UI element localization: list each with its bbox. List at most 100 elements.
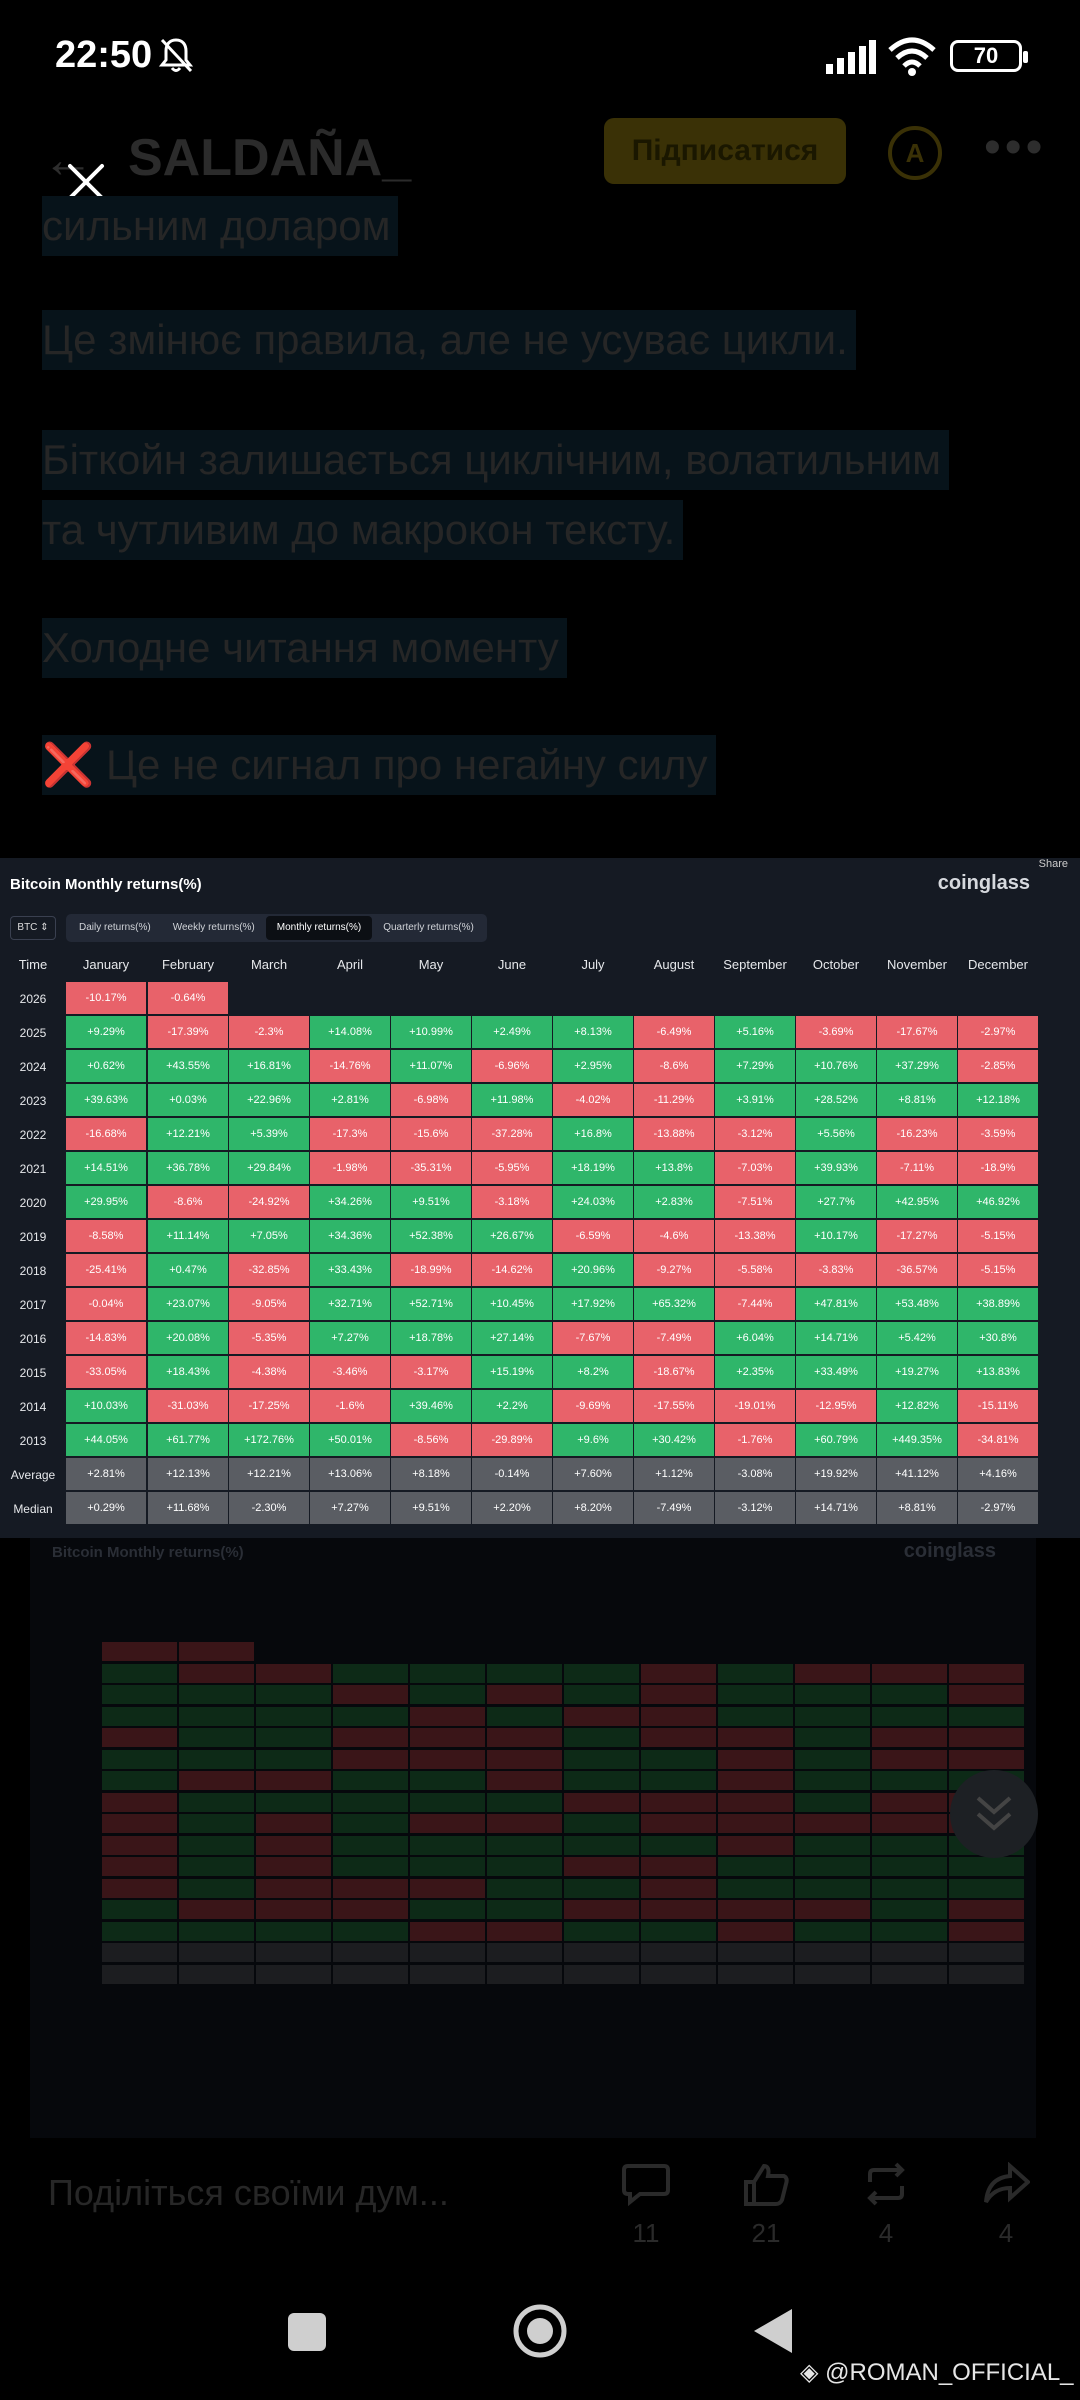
return-cell: +29.95% <box>66 1186 146 1218</box>
table-row: 2015 -33.05% +18.43% -4.38% -3.46% -3.17% +15.… <box>0 1356 1080 1390</box>
article-line: Це змінює правила, але не усуває цикли. <box>42 310 856 370</box>
faded-cell <box>256 1706 331 1726</box>
header-row: Time January February March April May June July… <box>0 950 1080 980</box>
coinglass-logo: coinglass <box>937 872 1030 894</box>
faded-row <box>102 1943 1030 1963</box>
faded-cell <box>410 1835 485 1855</box>
faded-cell <box>564 1685 639 1704</box>
return-cell: -8.56% <box>391 1424 471 1456</box>
faded-cell <box>872 1706 947 1726</box>
faded-cell <box>872 1685 947 1704</box>
faded-cell <box>333 1814 408 1833</box>
return-cell: +5.16% <box>715 1016 795 1048</box>
asset-select[interactable]: BTC ⇕ <box>10 916 56 940</box>
return-cell: +17.92% <box>553 1288 633 1320</box>
faded-row <box>102 1921 1030 1942</box>
return-cell: +11.14% <box>148 1220 228 1252</box>
share-label[interactable]: Share <box>1038 858 1068 870</box>
table-row: 2021 +14.51% +36.78% +29.84% -1.98% -35.31% -5… <box>0 1152 1080 1186</box>
return-cell: +34.26% <box>310 1186 390 1218</box>
faded-cell <box>410 1857 485 1876</box>
faded-cell <box>641 1878 716 1898</box>
column-header: July <box>581 957 605 972</box>
comment-button[interactable]: 11 <box>606 2162 686 2249</box>
return-cell: +3.91% <box>715 1084 795 1116</box>
faded-cell <box>949 1749 1024 1769</box>
row-label: 2020 <box>19 1196 47 1210</box>
faded-cell <box>102 1964 177 1984</box>
faded-cell <box>179 1642 254 1661</box>
faded-cell <box>949 1728 1024 1747</box>
faded-cell <box>872 1900 947 1919</box>
faded-cell <box>410 1921 485 1941</box>
more-options-icon[interactable]: ••• <box>984 121 1047 174</box>
faded-cell <box>872 1814 947 1833</box>
return-cell: +22.96% <box>229 1084 309 1116</box>
return-cell: -17.25% <box>229 1390 309 1422</box>
return-cell: +39.63% <box>66 1084 146 1116</box>
faded-cell <box>795 1921 870 1941</box>
return-cell: -16.68% <box>66 1118 146 1150</box>
tab-weekly[interactable]: Weekly returns(%) <box>172 922 255 933</box>
home-button[interactable] <box>512 2303 568 2359</box>
tab-daily[interactable]: Daily returns(%) <box>79 922 151 933</box>
return-cell: +12.21% <box>229 1458 309 1490</box>
faded-cell <box>179 1663 254 1683</box>
return-cell: +50.01% <box>310 1424 390 1456</box>
tab-monthly[interactable]: Monthly returns(%) <box>265 916 373 940</box>
comment-input[interactable]: Поділіться своїми дум... <box>48 2172 449 2213</box>
tab-quarterly[interactable]: Quarterly returns(%) <box>383 922 474 933</box>
faded-cell <box>564 1878 639 1898</box>
return-cell: -6.49% <box>634 1016 714 1048</box>
return-cell: +7.27% <box>310 1322 390 1354</box>
return-cell: -34.81% <box>958 1424 1038 1456</box>
column-header: April <box>336 957 363 972</box>
article-line: та чутливим до макрокон тексту. <box>42 500 684 560</box>
faded-cell <box>333 1728 408 1747</box>
author-name[interactable]: SALDAÑA_ <box>128 129 412 187</box>
return-cell: -17.67% <box>877 1016 957 1048</box>
back-button[interactable] <box>752 2307 794 2355</box>
return-cell: -1.6% <box>310 1390 390 1422</box>
return-cell: -5.15% <box>958 1254 1038 1286</box>
faded-cell <box>487 1685 562 1704</box>
faded-cell <box>949 1943 1024 1962</box>
return-cell: -3.17% <box>391 1356 471 1388</box>
translate-icon[interactable]: A <box>888 126 942 180</box>
like-button[interactable]: 21 <box>726 2162 806 2249</box>
faded-cell <box>795 1814 870 1833</box>
faded-cell <box>102 1685 177 1704</box>
return-cell: +0.62% <box>66 1050 146 1082</box>
return-cell: -3.12% <box>715 1118 795 1150</box>
faded-cell <box>410 1685 485 1704</box>
faded-cell <box>872 1964 947 1984</box>
faded-row <box>102 1642 1030 1662</box>
like-count: 21 <box>751 2218 781 2248</box>
faded-cell <box>718 1900 793 1919</box>
return-cell: +27.14% <box>472 1322 552 1354</box>
return-cell: +23.07% <box>148 1288 228 1320</box>
table-row: 2024 +0.62% +43.55% +16.81% -14.76% +11.07% -6… <box>0 1050 1080 1084</box>
faded-cell <box>718 1921 793 1941</box>
faded-cell <box>641 1964 716 1984</box>
return-cell: -3.18% <box>472 1186 552 1218</box>
faded-cell <box>256 1900 331 1919</box>
return-cell: +33.49% <box>796 1356 876 1388</box>
row-label: 2022 <box>19 1128 47 1142</box>
share-button[interactable]: 4 <box>966 2162 1046 2249</box>
column-header: January <box>82 957 130 972</box>
recent-apps-button[interactable] <box>288 2313 326 2351</box>
return-cell: -6.98% <box>391 1084 471 1116</box>
repost-button[interactable]: 4 <box>846 2162 926 2249</box>
faded-cell <box>102 1663 177 1683</box>
scroll-down-button[interactable] <box>950 1770 1038 1858</box>
close-icon[interactable] <box>62 158 110 206</box>
return-cell: +4.16% <box>958 1458 1038 1490</box>
return-cell: +16.8% <box>553 1118 633 1150</box>
return-cell: +2.20% <box>472 1492 552 1524</box>
return-cell: +30.8% <box>958 1322 1038 1354</box>
column-header: Time <box>18 957 48 972</box>
subscribe-button[interactable]: Підписатися <box>604 118 846 184</box>
faded-row <box>102 1814 1030 1834</box>
faded-cell <box>333 1900 408 1919</box>
